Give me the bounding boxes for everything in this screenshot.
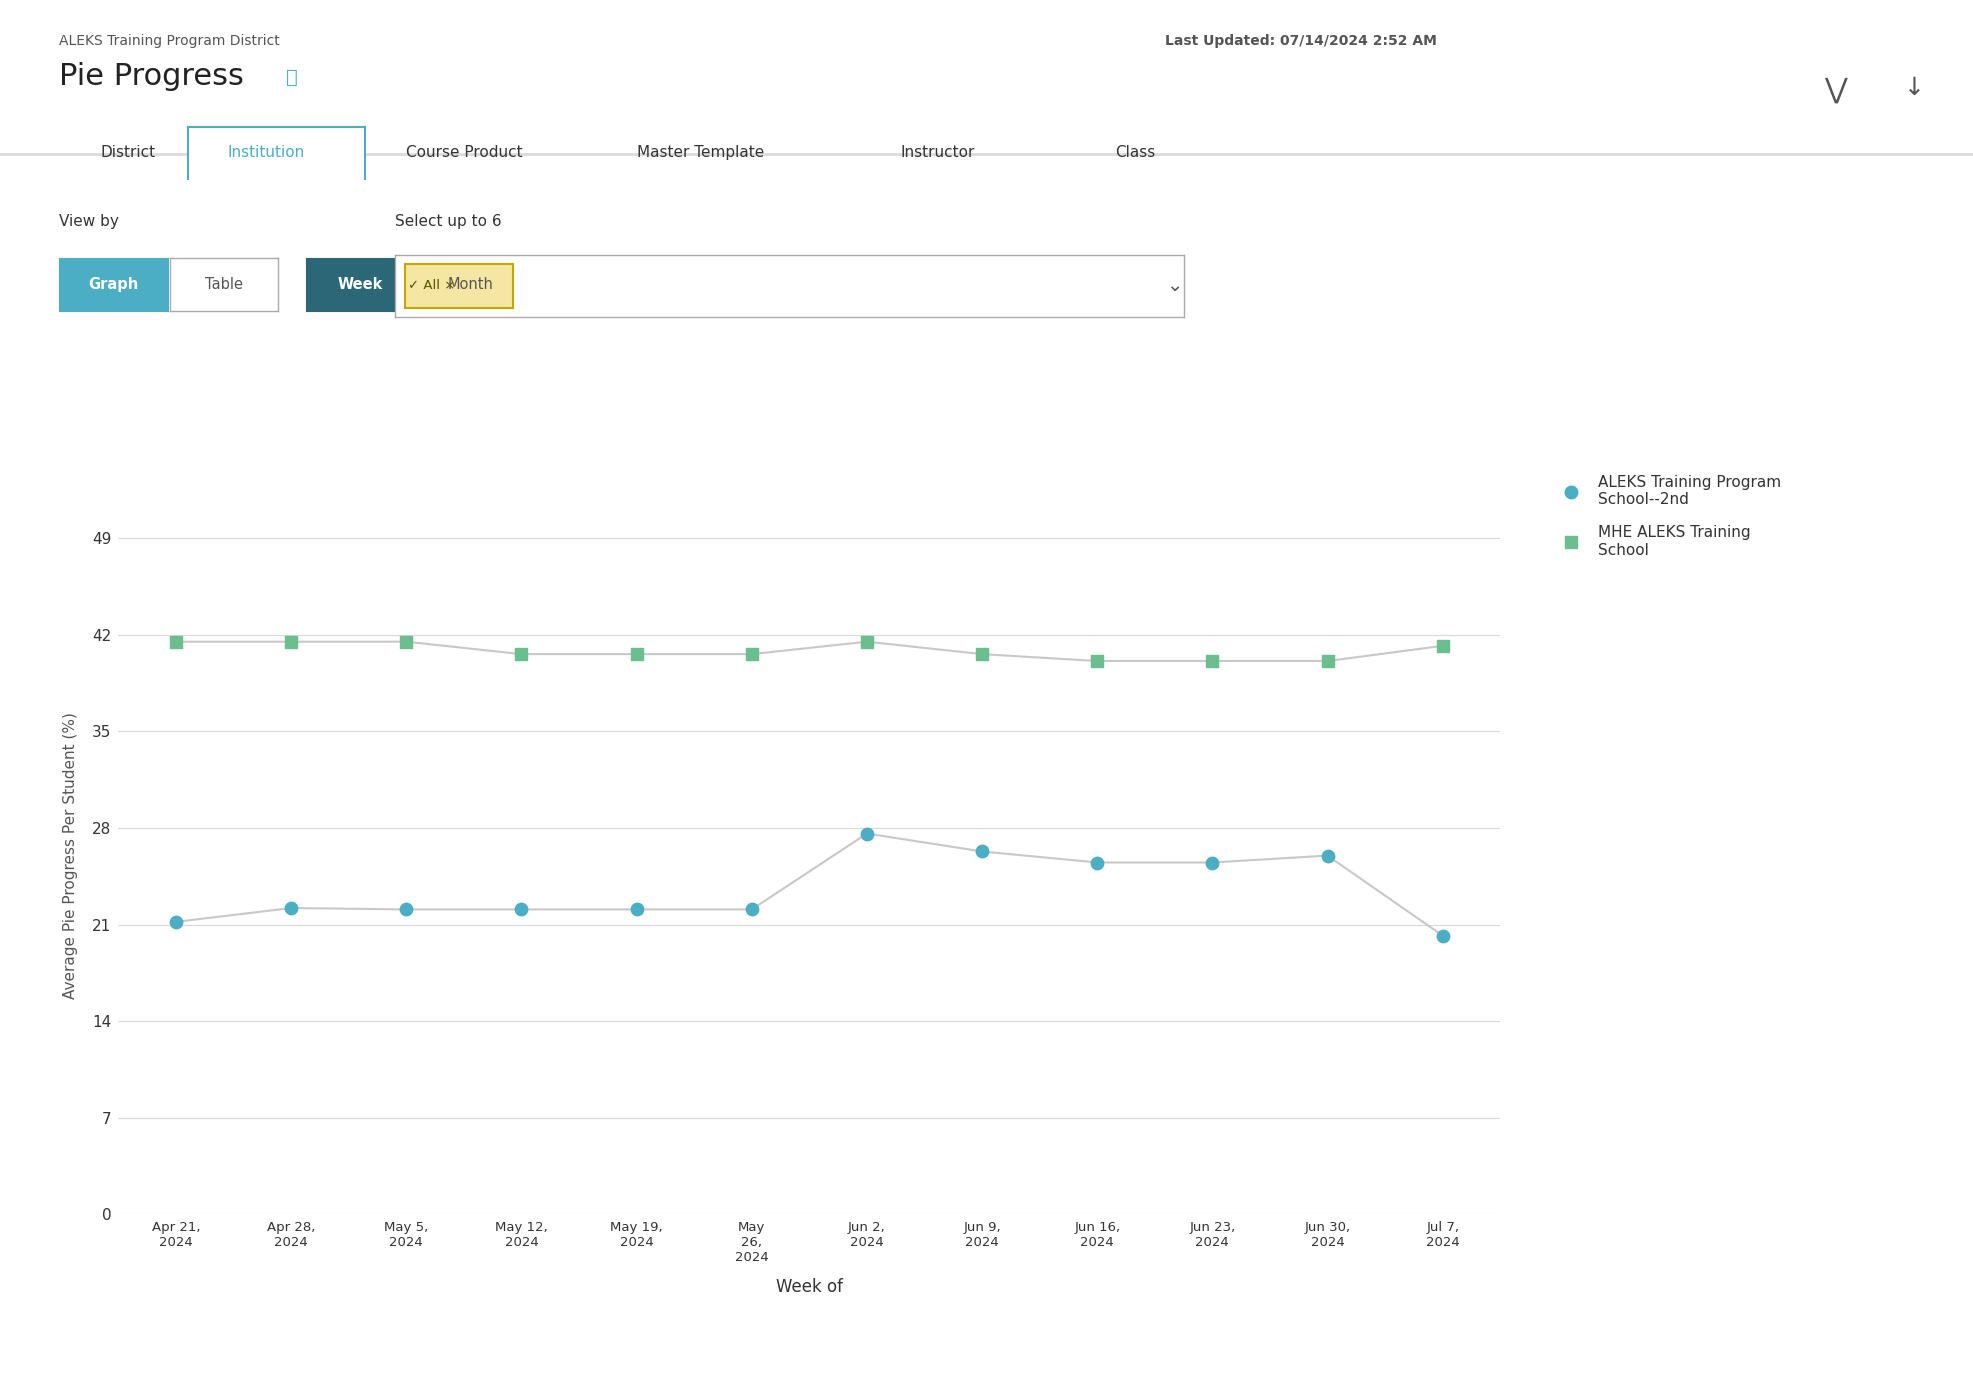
Text: Graph: Graph: [89, 277, 138, 291]
Point: [391, 631, 422, 653]
X-axis label: Week of: Week of: [775, 1278, 842, 1296]
Point: [1426, 635, 1458, 657]
Text: View by: View by: [59, 214, 118, 229]
Point: [505, 643, 537, 665]
Point: [620, 643, 651, 665]
Text: ⋁: ⋁: [1823, 76, 1847, 104]
Text: ↓: ↓: [1904, 76, 1924, 99]
Text: Pie Progress: Pie Progress: [59, 62, 245, 91]
Point: [1081, 851, 1113, 874]
Text: ⓘ: ⓘ: [286, 68, 298, 87]
Point: [160, 911, 191, 933]
Point: [1081, 650, 1113, 672]
Point: [850, 631, 882, 653]
Y-axis label: Average Pie Progress Per Student (%): Average Pie Progress Per Student (%): [63, 712, 79, 999]
Text: Master Template: Master Template: [637, 145, 764, 160]
Text: Week: Week: [337, 277, 383, 291]
Point: [965, 840, 996, 862]
Point: [850, 822, 882, 845]
Text: Table: Table: [205, 277, 243, 291]
Point: [1196, 851, 1227, 874]
Point: [1196, 650, 1227, 672]
Point: [274, 631, 308, 653]
Point: [274, 897, 308, 919]
Text: ALEKS Training Program District: ALEKS Training Program District: [59, 34, 280, 48]
Point: [1310, 845, 1342, 867]
Point: [391, 898, 422, 920]
Text: Course Product: Course Product: [404, 145, 523, 160]
Point: [505, 898, 537, 920]
Text: Last Updated: 07/14/2024 2:52 AM: Last Updated: 07/14/2024 2:52 AM: [1164, 34, 1436, 48]
Legend: ALEKS Training Program
School--2nd, MHE ALEKS Training
School: ALEKS Training Program School--2nd, MHE …: [1549, 469, 1788, 564]
Text: Select up to 6: Select up to 6: [395, 214, 501, 229]
Text: Institution: Institution: [227, 145, 306, 160]
Text: District: District: [101, 145, 156, 160]
Point: [736, 898, 767, 920]
Point: [160, 631, 191, 653]
Text: Month: Month: [448, 277, 493, 291]
Text: Instructor: Instructor: [900, 145, 975, 160]
Text: Class: Class: [1115, 145, 1154, 160]
Point: [965, 643, 996, 665]
Text: ✓ All ×: ✓ All ×: [408, 279, 454, 293]
Point: [620, 898, 651, 920]
Point: [1426, 925, 1458, 947]
Point: [1310, 650, 1342, 672]
Text: ⌄: ⌄: [1166, 276, 1182, 295]
Point: [736, 643, 767, 665]
